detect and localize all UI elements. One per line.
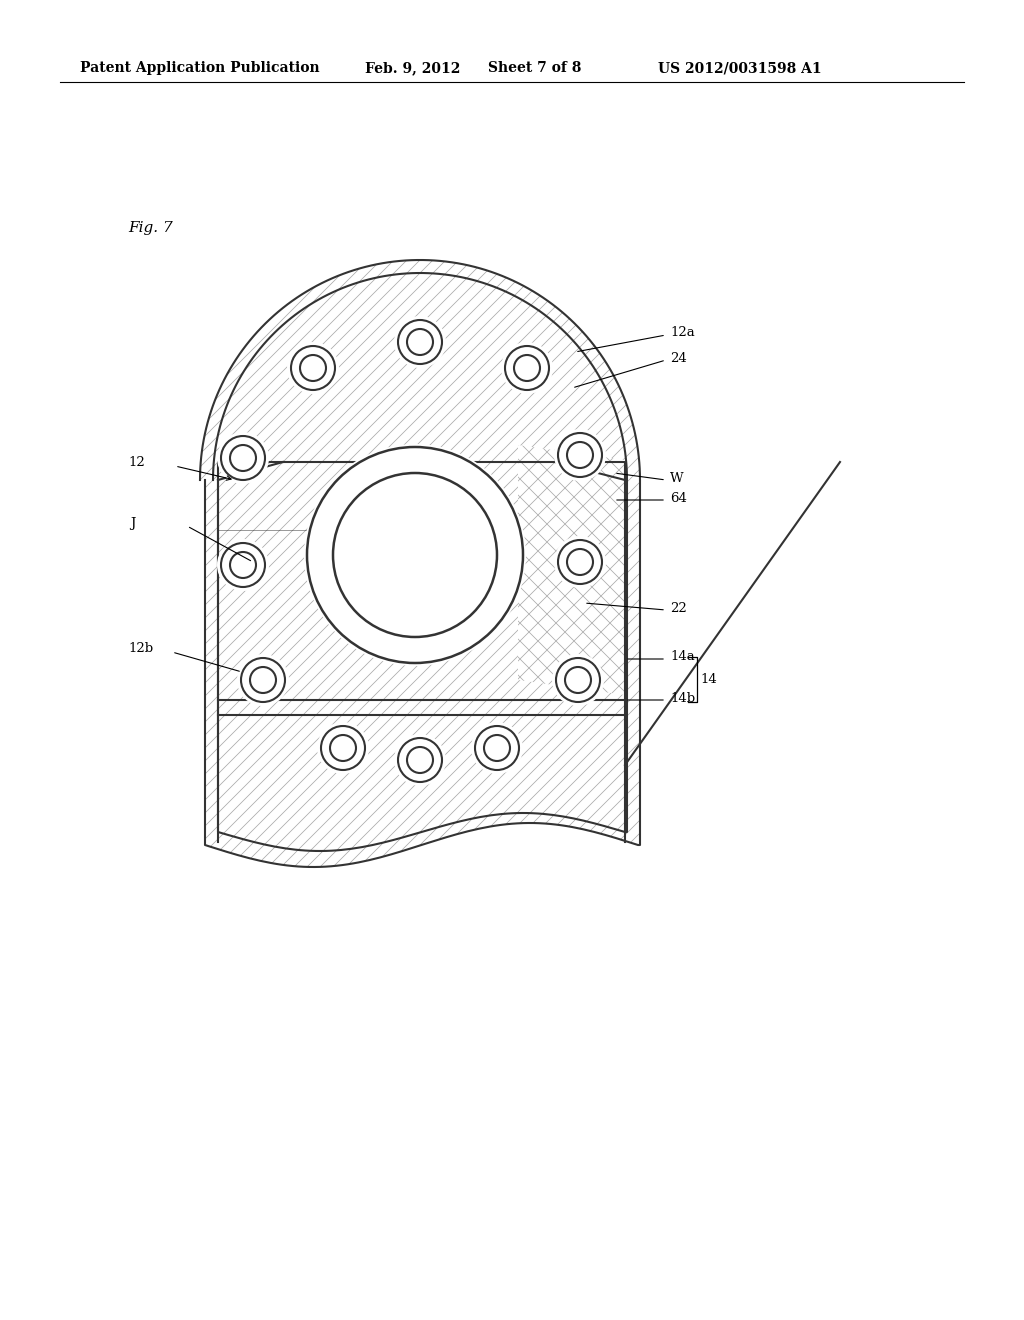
Circle shape — [514, 355, 540, 381]
Text: Patent Application Publication: Patent Application Publication — [80, 61, 319, 75]
Circle shape — [241, 657, 285, 702]
Text: US 2012/0031598 A1: US 2012/0031598 A1 — [658, 61, 821, 75]
Text: J: J — [130, 516, 135, 529]
Circle shape — [398, 319, 442, 364]
Circle shape — [291, 346, 335, 389]
Circle shape — [230, 445, 256, 471]
Circle shape — [567, 442, 593, 469]
Circle shape — [552, 653, 604, 706]
Circle shape — [287, 342, 339, 393]
Circle shape — [567, 549, 593, 576]
Text: 14b: 14b — [670, 692, 695, 705]
Circle shape — [250, 667, 276, 693]
Circle shape — [217, 539, 269, 591]
Circle shape — [501, 342, 553, 393]
Text: 14: 14 — [700, 673, 717, 686]
Circle shape — [558, 433, 602, 477]
Circle shape — [317, 722, 369, 774]
Text: Fig. 7: Fig. 7 — [128, 220, 173, 235]
Circle shape — [304, 444, 526, 667]
Circle shape — [484, 735, 510, 762]
Circle shape — [407, 747, 433, 774]
Text: 24: 24 — [670, 351, 687, 364]
Text: 12: 12 — [128, 457, 144, 470]
Circle shape — [321, 726, 365, 770]
Circle shape — [237, 653, 289, 706]
Circle shape — [230, 552, 256, 578]
Circle shape — [471, 722, 523, 774]
Circle shape — [475, 726, 519, 770]
Circle shape — [217, 432, 269, 484]
Circle shape — [305, 445, 525, 665]
Circle shape — [221, 436, 265, 480]
Circle shape — [300, 355, 326, 381]
Circle shape — [565, 667, 591, 693]
Circle shape — [394, 734, 446, 785]
Text: 22: 22 — [670, 602, 687, 615]
Circle shape — [398, 738, 442, 781]
Circle shape — [407, 329, 433, 355]
Circle shape — [505, 346, 549, 389]
Circle shape — [330, 735, 356, 762]
Text: Sheet 7 of 8: Sheet 7 of 8 — [488, 61, 582, 75]
Polygon shape — [200, 260, 640, 867]
Text: 12b: 12b — [128, 643, 154, 656]
Text: 64: 64 — [670, 491, 687, 504]
Text: W: W — [670, 471, 684, 484]
Polygon shape — [518, 445, 625, 696]
Circle shape — [221, 543, 265, 587]
Circle shape — [394, 315, 446, 368]
Circle shape — [556, 657, 600, 702]
Text: 14a: 14a — [670, 651, 694, 664]
Text: 12a: 12a — [670, 326, 694, 339]
Circle shape — [554, 429, 606, 480]
Circle shape — [558, 540, 602, 583]
Text: Feb. 9, 2012: Feb. 9, 2012 — [365, 61, 461, 75]
Circle shape — [554, 536, 606, 587]
